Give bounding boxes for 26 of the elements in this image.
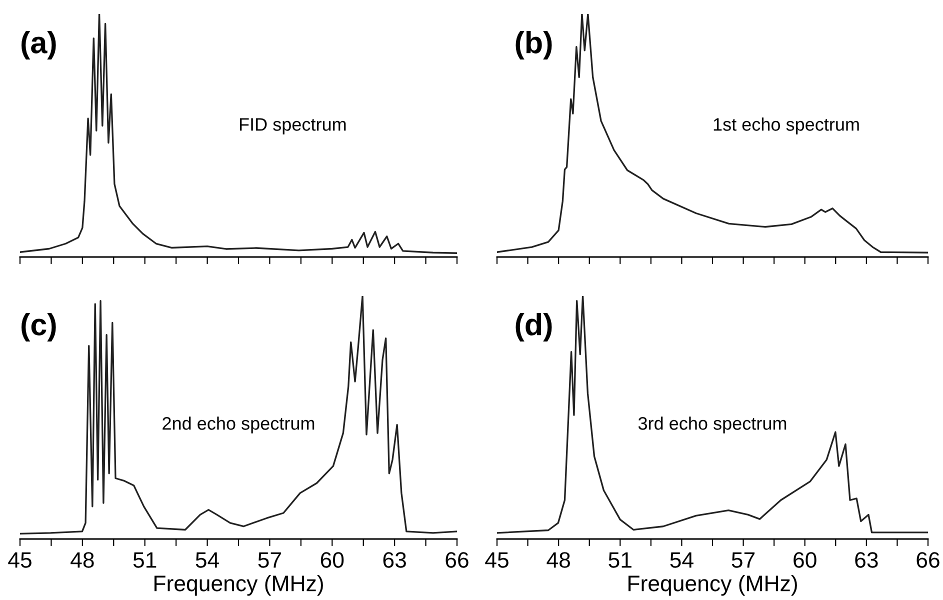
x-tick-label: 48: [70, 552, 94, 568]
annotation: 2nd echo spectrum: [162, 416, 314, 434]
x-tick-label: 60: [320, 552, 344, 568]
x-tick-label: 63: [383, 552, 406, 568]
text: (a): [22, 31, 56, 60]
text: (d): [516, 313, 552, 342]
x-tick-label: 66: [916, 552, 940, 568]
x-tick-label: 63: [855, 552, 878, 568]
x-tick-label: 51: [133, 552, 156, 568]
x-tick-label: 48: [546, 552, 570, 568]
x-tick-label: 51: [608, 552, 632, 568]
x-axis-title: Frequency (MHz): [628, 574, 797, 596]
x-tick-label: 54: [670, 552, 694, 568]
annotation: FID spectrum: [240, 118, 346, 134]
x-tick-label: 54: [196, 552, 219, 568]
text: (c): [22, 313, 56, 342]
x-tick-label: 57: [732, 552, 755, 568]
annotation: 1st echo spectrum: [714, 118, 859, 134]
x-tick-label: 45: [8, 552, 32, 568]
x-axis-title: Frequency (MHz): [154, 574, 323, 596]
x-tick-label: 66: [446, 552, 468, 568]
x-tick-label: 57: [258, 552, 281, 568]
x-tick-label: 45: [485, 552, 508, 568]
annotation: 3rd echo spectrum: [638, 416, 786, 434]
text: (b): [516, 31, 552, 60]
x-tick-label: 60: [794, 552, 816, 568]
